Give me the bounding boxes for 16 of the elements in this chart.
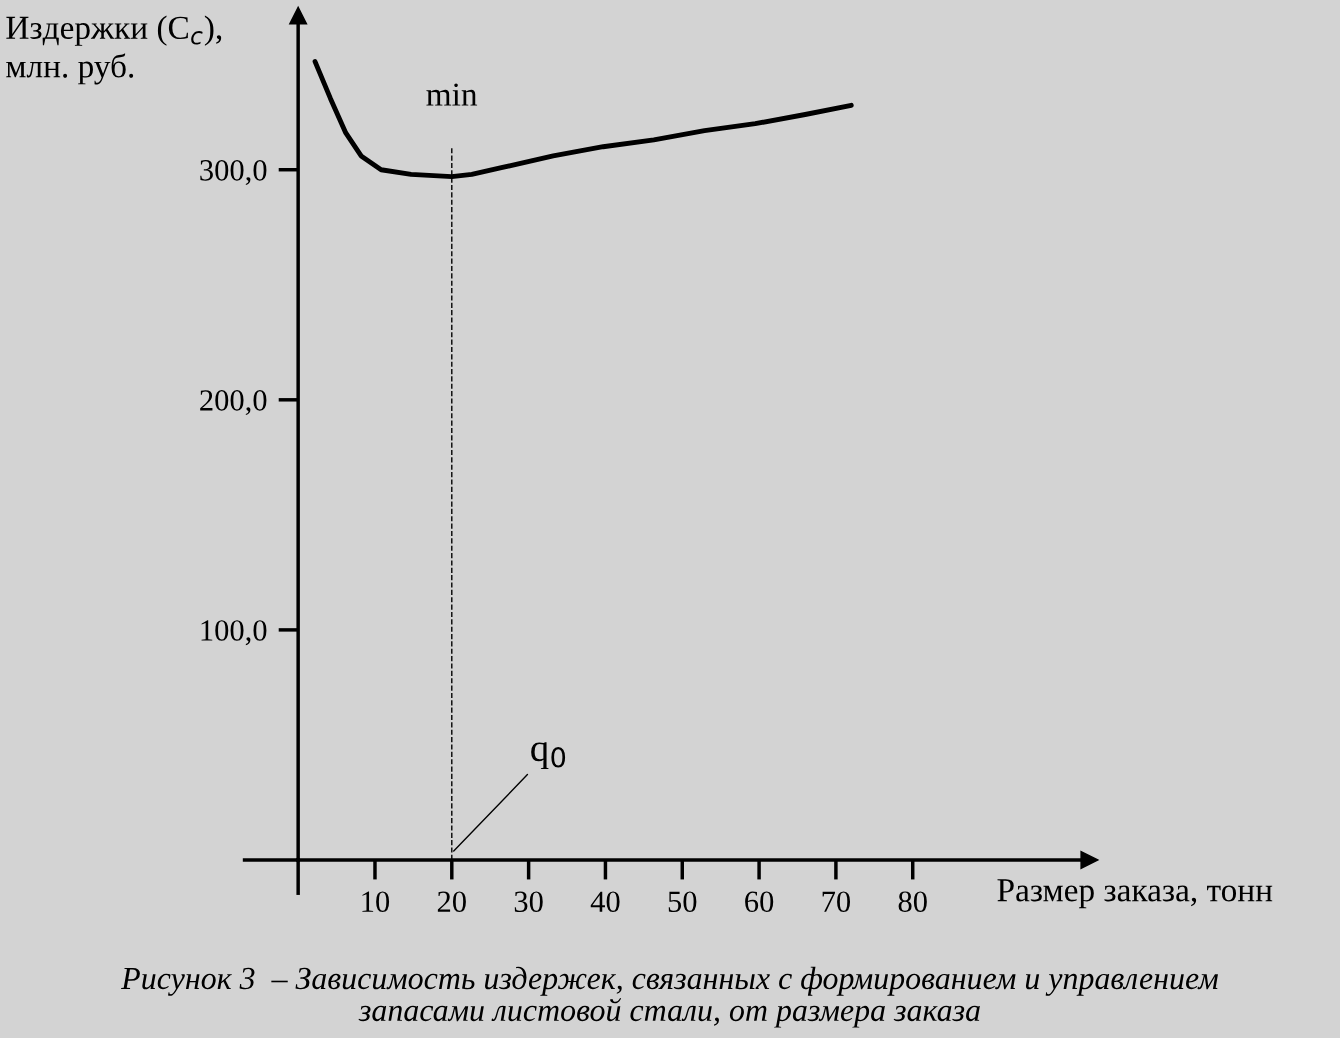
y-tick-label: 200,0 (200, 390, 267, 416)
x-tick-label: 40 (590, 891, 620, 913)
x-tick-label: 10 (362, 891, 390, 913)
x-axis-title: Размер заказа, тонн (997, 879, 1273, 909)
x-tick-label: 50 (668, 891, 697, 913)
text: Издержки (C$_{c}$), млн. руб. (6, 15, 222, 85)
x-tick-label: 20 (437, 891, 466, 913)
y-tick-label: 100,0 (201, 620, 267, 646)
x-tick-label: 60 (745, 891, 774, 913)
x-tick-label: 80 (898, 891, 927, 913)
x-tick-label: 30 (514, 891, 543, 913)
y-tick-label: 300,0 (200, 160, 267, 186)
x-tick-label: 70 (822, 891, 851, 913)
text: Рисунок 3 – Зависимость издержек, связанных с формированием и управлением запасами листовой стали, от размера заказа (121, 966, 1218, 1028)
annotation: min (426, 83, 478, 106)
annotation: q$_{0}$ (531, 742, 566, 770)
